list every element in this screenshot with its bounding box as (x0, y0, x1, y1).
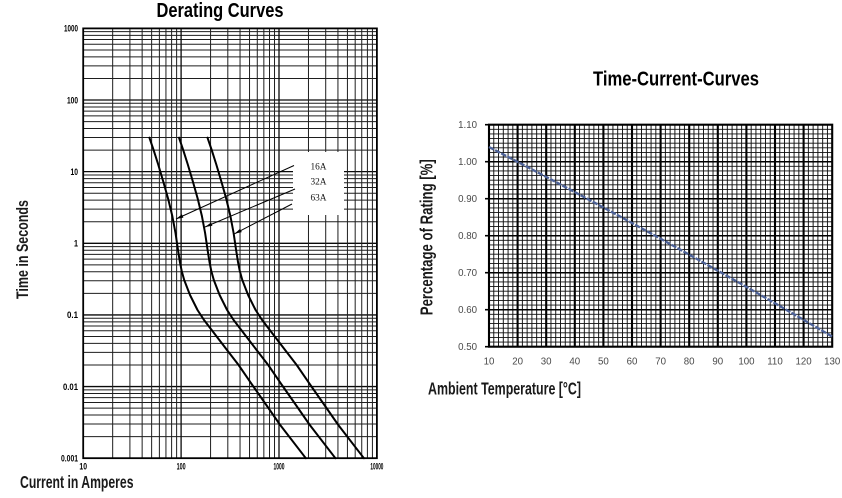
svg-text:60: 60 (627, 357, 638, 368)
svg-text:120: 120 (796, 357, 813, 368)
svg-text:10: 10 (71, 167, 79, 178)
svg-text:Time-Current-Curves: Time-Current-Curves (593, 68, 759, 91)
svg-text:0.001: 0.001 (61, 454, 79, 465)
svg-text:1000: 1000 (64, 24, 78, 35)
svg-text:32A: 32A (311, 178, 327, 188)
svg-text:40: 40 (569, 357, 580, 368)
svg-text:50: 50 (598, 357, 609, 368)
svg-text:110: 110 (767, 357, 783, 368)
svg-text:80: 80 (684, 357, 695, 368)
svg-text:90: 90 (712, 357, 723, 368)
svg-text:Derating Curves: Derating Curves (157, 0, 284, 22)
svg-text:Time in Seconds: Time in Seconds (14, 200, 32, 299)
svg-text:1.00: 1.00 (458, 157, 477, 168)
svg-text:0.70: 0.70 (458, 268, 477, 279)
svg-text:10000: 10000 (370, 461, 383, 471)
svg-text:Current in Amperes: Current in Amperes (20, 472, 134, 492)
svg-text:100: 100 (67, 95, 78, 106)
svg-text:30: 30 (541, 357, 552, 368)
svg-text:20: 20 (512, 357, 523, 368)
svg-text:0.90: 0.90 (458, 194, 477, 205)
svg-text:0.01: 0.01 (63, 382, 79, 393)
svg-text:130: 130 (824, 357, 841, 368)
svg-text:0.60: 0.60 (458, 305, 477, 316)
svg-text:10: 10 (79, 461, 87, 471)
svg-text:16A: 16A (311, 163, 327, 173)
svg-text:10: 10 (484, 357, 495, 368)
svg-text:100: 100 (177, 461, 186, 471)
svg-text:0.50: 0.50 (458, 342, 477, 353)
svg-text:63A: 63A (311, 193, 327, 203)
svg-text:70: 70 (655, 357, 666, 368)
svg-text:0.80: 0.80 (458, 231, 477, 242)
svg-text:1.10: 1.10 (458, 120, 477, 131)
svg-text:Percentage of Rating [%]: Percentage of Rating [%] (417, 159, 437, 315)
svg-text:0.1: 0.1 (67, 310, 79, 321)
svg-text:1000: 1000 (274, 461, 285, 471)
svg-text:1: 1 (74, 239, 79, 250)
svg-text:100: 100 (738, 357, 755, 368)
svg-text:Ambient Temperature [°C]: Ambient Temperature [°C] (428, 379, 581, 399)
